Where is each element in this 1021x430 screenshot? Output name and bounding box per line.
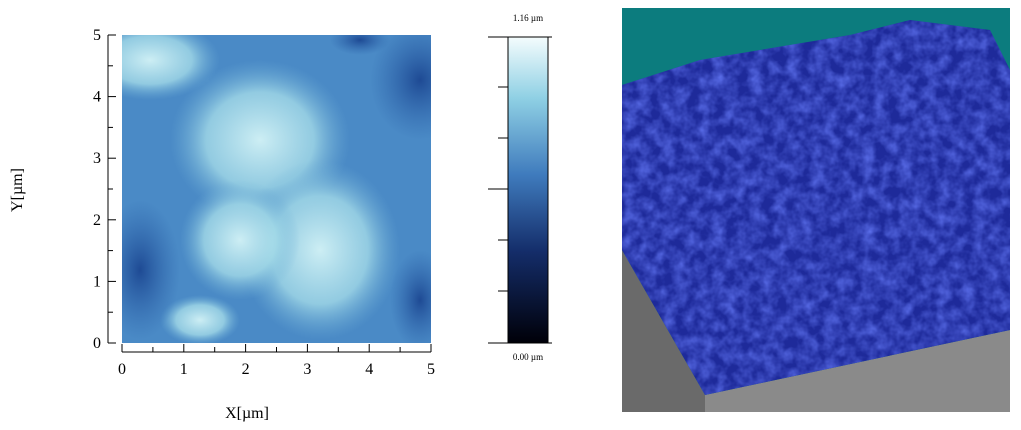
height-map (122, 35, 431, 343)
x-axis-label: X[µm] (225, 405, 269, 422)
x-tick-label: 4 (365, 361, 373, 378)
y-tick-label: 5 (93, 27, 101, 44)
y-tick-label: 4 (93, 89, 101, 106)
y-tick-label: 2 (93, 212, 101, 229)
x-tick-label: 5 (427, 361, 435, 378)
colorbar-label: 0.00 µm (513, 352, 543, 362)
y-tick-label: 3 (93, 150, 101, 167)
x-tick-label: 1 (180, 361, 188, 378)
x-tick-label: 3 (303, 361, 311, 378)
x-tick-label: 2 (242, 361, 250, 378)
colorbar (507, 36, 549, 344)
y-tick-label: 1 (93, 273, 101, 290)
y-tick-label: 0 (93, 335, 101, 352)
y-axis-label: Y[µm] (9, 168, 26, 212)
colorbar-label: 1.16 µm (513, 13, 543, 23)
x-tick-label: 0 (118, 361, 126, 378)
surface-3d (622, 8, 1010, 412)
colorbar-minor-ticks (488, 36, 508, 344)
